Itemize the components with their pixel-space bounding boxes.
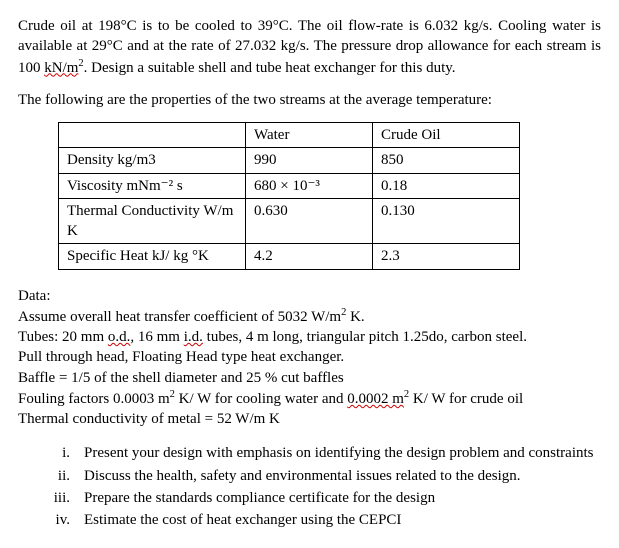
list-item: ii. Discuss the health, safety and envir… — [34, 466, 601, 486]
table-cell: 4.2 — [246, 244, 373, 269]
list-item: iii. Prepare the standards compliance ce… — [34, 488, 601, 508]
p1-tail: . Design a suitable shell and tube heat … — [84, 60, 456, 76]
table-cell: Thermal Conductivity W/m K — [59, 198, 246, 244]
table-cell: 0.130 — [373, 198, 520, 244]
data-line: Thermal conductivity of metal = 52 W/m K — [18, 409, 601, 429]
problem-paragraph-1: Crude oil at 198°C is to be cooled to 39… — [18, 16, 601, 78]
table-cell: 990 — [246, 148, 373, 173]
table-row: Density kg/m3 990 850 — [59, 148, 520, 173]
table-cell: 0.18 — [373, 173, 520, 198]
data-line: Baffle = 1/5 of the shell diameter and 2… — [18, 368, 601, 388]
properties-table: Water Crude Oil Density kg/m3 990 850 Vi… — [58, 122, 520, 270]
table-cell: 850 — [373, 148, 520, 173]
list-item: i. Present your design with emphasis on … — [34, 443, 601, 463]
data-title: Data: — [18, 286, 601, 306]
list-num: iv. — [34, 510, 84, 530]
list-text: Estimate the cost of heat exchanger usin… — [84, 510, 401, 530]
data-line: Fouling factors 0.0003 m2 K/ W for cooli… — [18, 388, 601, 409]
table-cell — [59, 123, 246, 148]
question-list: i. Present your design with emphasis on … — [18, 443, 601, 530]
p1-unit: kN/m — [44, 60, 78, 76]
list-text: Prepare the standards compliance certifi… — [84, 488, 435, 508]
list-text: Discuss the health, safety and environme… — [84, 466, 521, 486]
table-cell: 680 × 10⁻³ — [246, 173, 373, 198]
data-section: Data: Assume overall heat transfer coeff… — [18, 286, 601, 430]
list-num: iii. — [34, 488, 84, 508]
table-row: Thermal Conductivity W/m K 0.630 0.130 — [59, 198, 520, 244]
table-cell: 2.3 — [373, 244, 520, 269]
list-num: i. — [34, 443, 84, 463]
list-num: ii. — [34, 466, 84, 486]
table-cell: Viscosity mNm⁻² s — [59, 173, 246, 198]
table-cell: Density kg/m3 — [59, 148, 246, 173]
table-cell: Crude Oil — [373, 123, 520, 148]
table-row: Viscosity mNm⁻² s 680 × 10⁻³ 0.18 — [59, 173, 520, 198]
table-row: Specific Heat kJ/ kg °K 4.2 2.3 — [59, 244, 520, 269]
table-cell: Specific Heat kJ/ kg °K — [59, 244, 246, 269]
data-line: Pull through head, Floating Head type he… — [18, 347, 601, 367]
data-line: Assume overall heat transfer coefficient… — [18, 306, 601, 327]
table-cell: Water — [246, 123, 373, 148]
list-text: Present your design with emphasis on ide… — [84, 443, 594, 463]
problem-paragraph-2: The following are the properties of the … — [18, 90, 601, 110]
table-cell: 0.630 — [246, 198, 373, 244]
data-line: Tubes: 20 mm o.d., 16 mm i.d. tubes, 4 m… — [18, 327, 601, 347]
table-row: Water Crude Oil — [59, 123, 520, 148]
list-item: iv. Estimate the cost of heat exchanger … — [34, 510, 601, 530]
